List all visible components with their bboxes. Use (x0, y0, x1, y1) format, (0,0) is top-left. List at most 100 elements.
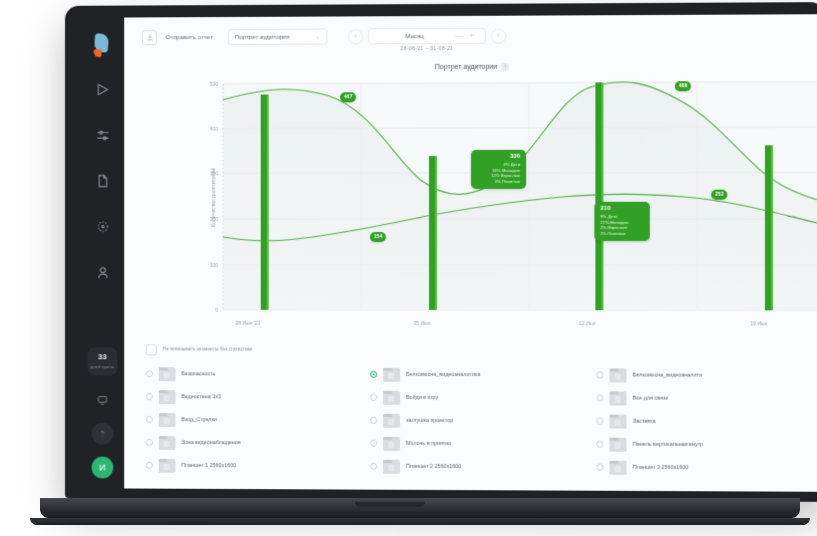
chart-area: Количество посетителей (124, 76, 817, 336)
value-badge[interactable]: 252 (711, 189, 728, 200)
next-period-button[interactable]: › (490, 28, 506, 44)
chevron-down-icon: ⌄ (315, 34, 321, 41)
period-decrease-button[interactable]: — (455, 30, 464, 40)
list-item[interactable]: Планшет 1 2560х1600 (145, 454, 370, 478)
trial-days: 33 (98, 351, 107, 361)
item-label: Все для связи (632, 395, 669, 402)
tooltip-card[interactable]: 330 8% Дети 36% Молодые 12% Взрослые 3% … (471, 149, 527, 190)
item-radio[interactable] (370, 439, 378, 447)
sliders-icon[interactable] (86, 119, 120, 151)
svg-text:100: 100 (210, 263, 218, 269)
item-radio[interactable] (370, 416, 378, 424)
laptop-lid: 33 дней пробы И (65, 2, 817, 502)
legend-columns: Безопасность Видеостена 3х3 Вход_Стрелки (145, 362, 817, 479)
list-item[interactable]: Заставка (596, 409, 817, 433)
trial-label: дней пробы (90, 363, 115, 369)
item-thumbnail-icon (158, 435, 176, 450)
report-type-value: Портрет аудитории (234, 33, 290, 41)
legend-header: Не показывать элементы без статистики (145, 344, 817, 356)
lower-series-area (223, 193, 817, 311)
tooltip-row: 3% Пожилые (494, 178, 521, 184)
item-radio[interactable] (596, 463, 604, 471)
app-logo-icon[interactable] (92, 33, 114, 59)
item-radio[interactable] (145, 370, 153, 378)
period-increase-button[interactable]: + (469, 30, 474, 40)
item-radio[interactable] (596, 440, 604, 448)
hide-empty-label: Не показывать элементы без статистики (162, 347, 253, 353)
list-item[interactable]: Планшет 3 2560х1600 (596, 456, 817, 480)
item-radio[interactable] (370, 370, 378, 378)
item-thumbnail-icon (609, 460, 627, 475)
svg-text:12 Июл: 12 Июл (579, 321, 596, 327)
laptop-screen: 33 дней пробы И (80, 14, 817, 492)
prev-period-button[interactable]: ‹ (348, 28, 363, 44)
item-radio[interactable] (596, 394, 604, 402)
list-item[interactable]: Безопасность (145, 362, 370, 385)
trial-badge[interactable]: 33 дней пробы (87, 346, 118, 376)
toolbar: Отправить отчет Портрет аудитории ⌄ ‹ Ме… (124, 14, 817, 52)
item-radio[interactable] (145, 438, 153, 446)
item-radio[interactable] (370, 462, 378, 470)
export-report-label[interactable]: Отправить отчет (165, 33, 213, 41)
svg-text:300: 300 (210, 171, 218, 177)
legend-column: Белкомосна_видеоаналити Все для связи За (596, 363, 817, 479)
network-icon[interactable] (86, 210, 120, 242)
help-icon[interactable] (91, 422, 114, 445)
legend-column: Безопасность Видеостена 3х3 Вход_Стрелки (145, 362, 370, 478)
item-label: Панель вертикальная внутр (632, 441, 704, 448)
item-label: Планшет 3 2560х1600 (632, 464, 689, 471)
info-icon[interactable]: i (501, 62, 510, 71)
tooltip-value: 210 (600, 205, 611, 212)
item-label: Белкомосна_видеоаналитика (406, 371, 481, 378)
item-thumbnail-icon (158, 412, 176, 427)
list-item[interactable]: Вход_Стрелки (145, 408, 370, 432)
item-radio[interactable] (596, 417, 604, 425)
item-radio[interactable] (370, 393, 378, 401)
item-thumbnail-icon (383, 459, 401, 474)
item-radio[interactable] (145, 393, 153, 401)
list-item[interactable]: Белкомосна_видеоаналитика (370, 363, 596, 387)
play-icon[interactable] (86, 73, 120, 105)
svg-text:500: 500 (210, 82, 218, 88)
app-content: Отправить отчет Портрет аудитории ⌄ ‹ Ме… (124, 14, 817, 492)
laptop-foot (30, 518, 810, 525)
item-label: Видеостена 3х3 (181, 393, 222, 400)
item-thumbnail-icon (383, 367, 401, 382)
value-badge[interactable]: 488 (674, 81, 692, 92)
item-radio[interactable] (145, 461, 153, 469)
monitor-icon[interactable] (92, 389, 114, 411)
value-badge[interactable]: 467 (340, 92, 357, 103)
laptop-base (40, 498, 800, 518)
chart-title-row: Портрет аудитории i (124, 62, 817, 73)
list-item[interactable]: Молочь в приятно (370, 432, 596, 456)
item-thumbnail-icon (158, 389, 176, 404)
list-item[interactable]: Зона видеонаблюдения (145, 431, 370, 455)
item-radio[interactable] (596, 371, 604, 379)
item-label: Планшет 1 2560х1600 (181, 462, 237, 469)
list-item[interactable]: заглушка проектор (370, 409, 596, 433)
item-label: Войди в игру (406, 394, 439, 401)
legend-column: Белкомосна_видеоаналитика Войди в игру з (370, 363, 596, 479)
item-radio[interactable] (145, 416, 153, 424)
report-type-select[interactable]: Портрет аудитории ⌄ (227, 28, 328, 45)
value-badge[interactable]: 154 (369, 232, 387, 243)
item-thumbnail-icon (383, 413, 401, 428)
person-icon[interactable] (86, 256, 120, 288)
period-box[interactable]: Месяц — + 28-06-21 – 01-08-21 (367, 27, 486, 52)
list-item[interactable]: Планшет 2 2560х1600 (370, 455, 596, 479)
svg-text:05 Июл: 05 Июл (413, 321, 430, 327)
tooltip-card[interactable]: 210 9% Дети 27% Молодые 2% Взрослые 2% П… (594, 201, 650, 242)
list-item[interactable]: Все для связи (596, 386, 817, 410)
date-range-label: 28-06-21 – 01-08-21 (400, 45, 454, 53)
download-icon[interactable] (141, 29, 157, 45)
avatar[interactable]: И (91, 456, 114, 479)
legend-panel: Не показывать элементы без статистики Бе… (124, 334, 817, 479)
item-label: Зона видеонаблюдения (181, 439, 241, 446)
list-item[interactable]: Белкомосна_видеоаналити (596, 363, 817, 387)
list-item[interactable]: Видеостена 3х3 (145, 385, 370, 409)
document-icon[interactable] (86, 165, 120, 197)
list-item[interactable]: Панель вертикальная внутр (596, 433, 817, 457)
hide-empty-checkbox[interactable] (145, 344, 157, 356)
item-thumbnail-icon (158, 366, 176, 381)
list-item[interactable]: Войди в игру (370, 386, 596, 410)
